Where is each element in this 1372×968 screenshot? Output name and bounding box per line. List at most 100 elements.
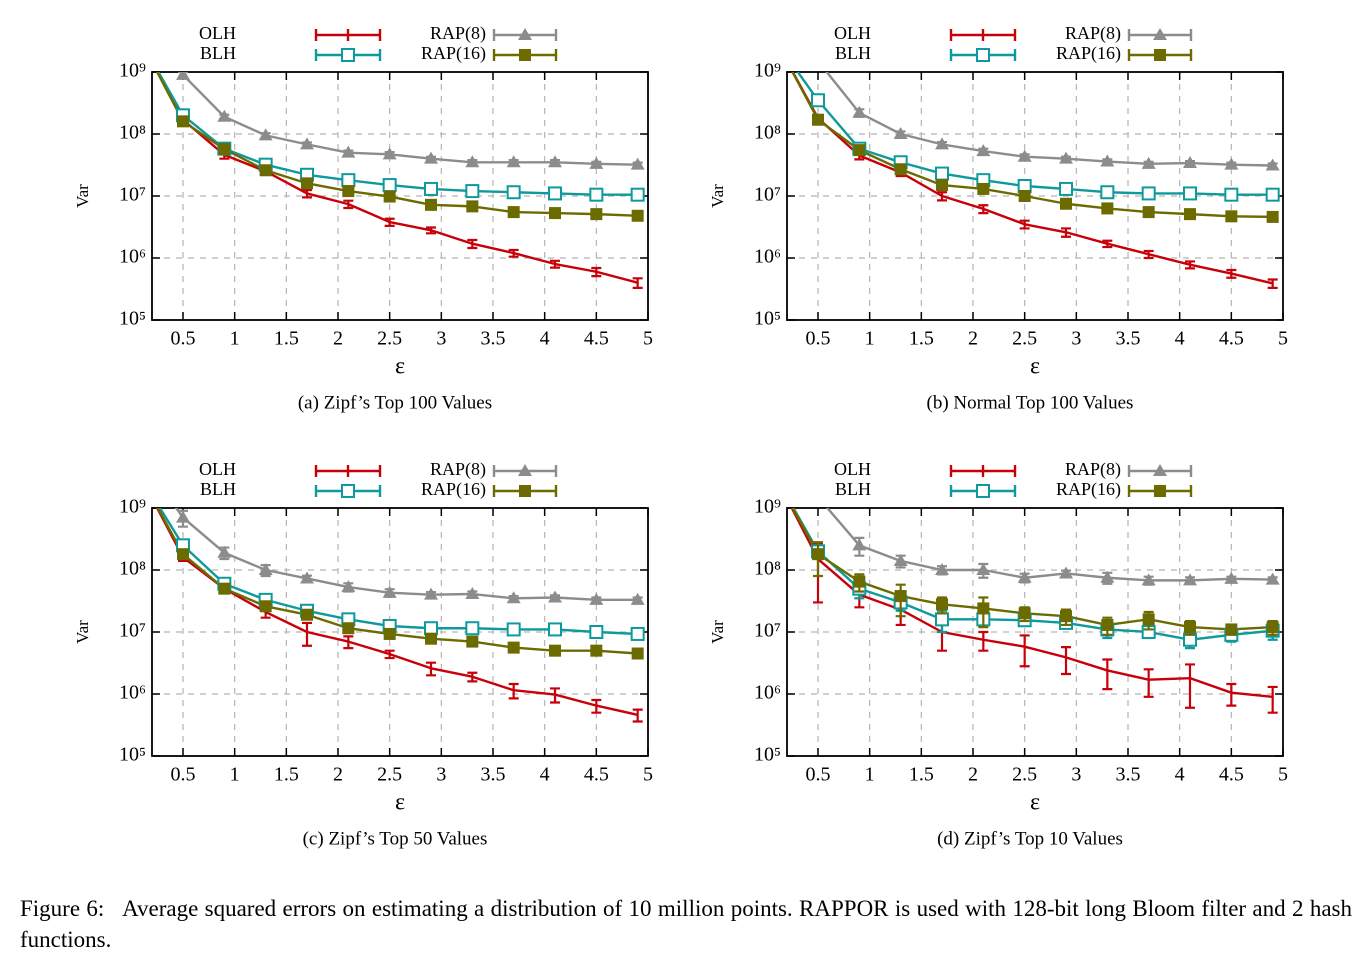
error-bar	[550, 259, 560, 269]
marker	[771, 472, 783, 484]
x-tick-label: 2.5	[377, 764, 402, 786]
marker	[507, 206, 520, 219]
marker	[1266, 210, 1279, 223]
error-bar	[550, 687, 560, 704]
x-tick-label: 1	[865, 764, 875, 786]
marker	[936, 179, 948, 192]
marker	[507, 641, 520, 654]
marker	[383, 190, 396, 203]
x-tick-label: 0.5	[171, 764, 196, 786]
y-axis-label: Var	[73, 184, 92, 208]
error-bar	[1143, 249, 1154, 260]
error-bar	[937, 191, 947, 202]
marker	[1224, 571, 1239, 584]
marker	[549, 644, 561, 657]
marker	[341, 580, 356, 593]
marker	[136, 472, 148, 484]
marker	[935, 563, 949, 575]
marker	[811, 490, 825, 502]
x-tick-label: 2	[968, 764, 978, 786]
marker	[1183, 573, 1197, 586]
marker	[424, 587, 438, 600]
error-bar	[978, 204, 989, 215]
y-tick-label: 10⁸	[754, 558, 781, 580]
marker	[1183, 156, 1197, 169]
marker	[976, 484, 990, 498]
y-tick-label: 10⁵	[754, 308, 781, 330]
marker	[589, 592, 604, 605]
x-tick-label: 3	[436, 764, 446, 786]
x-tick-label: 0.5	[806, 764, 831, 786]
x-tick-label: 3.5	[1116, 328, 1141, 350]
marker	[631, 647, 644, 660]
marker	[548, 155, 562, 168]
x-tick-label: 4.5	[584, 764, 609, 786]
marker	[341, 145, 356, 158]
marker	[259, 600, 272, 613]
error-bar	[1185, 663, 1195, 709]
marker	[136, 36, 148, 48]
marker	[1225, 623, 1238, 636]
x-tick-label: 5	[1278, 764, 1288, 786]
marker	[852, 105, 867, 118]
chart: 10⁵ 10⁶ 10⁷ 10⁸ 10⁹ 0.5 1 1.5 2 2.5 3 3.5 4 4.5 5 ε Var (…	[73, 459, 653, 849]
error-bar	[591, 266, 602, 278]
legend-label: OLH	[199, 23, 236, 43]
marker	[935, 166, 949, 181]
error-bar	[813, 492, 823, 503]
y-tick-label: 10⁷	[119, 184, 146, 206]
x-tick-label: 4.5	[1219, 328, 1244, 350]
error-bar	[591, 698, 602, 714]
marker	[177, 115, 189, 128]
marker	[519, 49, 531, 61]
y-tick-label: 10⁶	[754, 246, 781, 268]
marker	[630, 157, 645, 170]
marker	[811, 54, 825, 66]
marker	[1154, 49, 1166, 61]
marker	[1153, 464, 1167, 476]
error-bar	[508, 682, 519, 700]
marker	[811, 93, 825, 108]
y-tick-label: 10⁷	[754, 620, 781, 642]
error-bar	[467, 238, 478, 250]
marker	[506, 185, 521, 200]
x-tick-label: 4	[540, 328, 550, 350]
legend-label: RAP(16)	[1056, 43, 1121, 64]
marker	[1100, 154, 1115, 167]
marker	[1141, 573, 1156, 586]
marker	[1059, 151, 1073, 164]
legend-label: OLH	[834, 23, 871, 43]
y-tick-label: 10⁸	[754, 122, 781, 144]
x-axis-label: ε	[395, 354, 405, 380]
marker	[1142, 613, 1155, 626]
marker	[935, 137, 949, 150]
y-axis-label: Var	[708, 620, 727, 644]
marker	[301, 608, 313, 621]
x-tick-label: 3.5	[1116, 764, 1141, 786]
marker	[1225, 210, 1238, 223]
x-tick-label: 1.5	[274, 328, 299, 350]
error-bar	[508, 248, 519, 258]
x-tick-label: 2	[968, 328, 978, 350]
marker	[341, 173, 356, 188]
marker	[770, 453, 784, 465]
marker	[1224, 187, 1239, 202]
marker	[177, 548, 189, 561]
error-bar	[343, 635, 354, 650]
legend-label: RAP(16)	[421, 43, 486, 64]
marker	[1265, 572, 1280, 585]
marker	[630, 626, 645, 641]
x-tick-label: 3	[1071, 328, 1081, 350]
marker	[549, 207, 561, 220]
marker	[465, 184, 480, 199]
marker	[977, 602, 990, 615]
marker	[852, 538, 867, 551]
marker	[1265, 187, 1280, 202]
marker	[589, 187, 604, 202]
error-bar	[1185, 260, 1195, 270]
x-tick-label: 4	[1175, 764, 1185, 786]
marker	[258, 128, 273, 141]
x-axis-label: ε	[1030, 354, 1040, 380]
plot-area	[136, 36, 645, 289]
